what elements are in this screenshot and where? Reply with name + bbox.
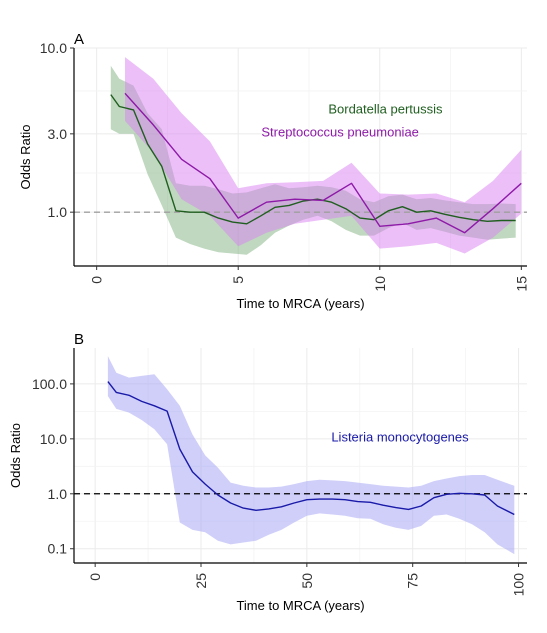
series-label-1: Streptococcus pneumoniae (261, 124, 419, 139)
series-line-1 (124, 92, 522, 234)
x-tick-label: 5 (230, 276, 246, 284)
panel-label: B (74, 331, 84, 348)
y-tick-label: 10.0 (40, 40, 67, 56)
y-tick-label: 100.0 (32, 376, 67, 392)
y-tick-label: 1.0 (48, 204, 68, 220)
y-tick-label: 3.0 (48, 126, 68, 142)
x-tick-label: 100 (511, 573, 527, 597)
series-label-0: Listeria monocytogenes (331, 429, 469, 444)
y-axis-label: Odds Ratio (18, 124, 33, 189)
x-tick-label: 25 (193, 573, 209, 589)
x-tick-label: 15 (513, 276, 529, 292)
confidence-band-1 (125, 57, 522, 254)
x-tick-label: 0 (87, 573, 103, 581)
panel-label: A (74, 31, 84, 48)
series-label-0: Bordatella pertussis (328, 101, 443, 116)
y-axis-label: Odds Ratio (8, 423, 23, 488)
y-tick-label: 10.0 (40, 431, 67, 447)
panel-a: 1.0 3.0 10.0 0 5 10 15 Time to MRCA (years) Odds… (18, 31, 529, 311)
panel-b: 0.1 1.0 10.0 100.0 0 25 50 75 100 Time to MRCA (y… (8, 331, 527, 613)
x-tick-label: 50 (299, 573, 315, 589)
x-tick-label: 0 (89, 276, 105, 284)
series-line-0 (107, 381, 515, 516)
confidence-band-0 (107, 356, 515, 555)
x-tick-label: 10 (372, 276, 388, 292)
x-axis-label: Time to MRCA (years) (236, 598, 364, 613)
x-axis-label: Time to MRCA (years) (236, 296, 364, 311)
x-tick-label: 75 (405, 573, 421, 589)
y-tick-label: 1.0 (48, 486, 68, 502)
y-tick-label: 0.1 (48, 541, 68, 557)
